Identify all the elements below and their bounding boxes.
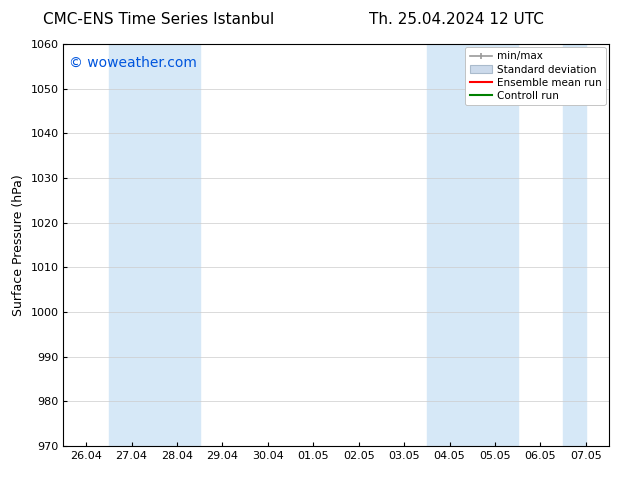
Bar: [427, 44, 518, 446]
Text: © woweather.com: © woweather.com: [69, 56, 197, 70]
Bar: [563, 44, 586, 446]
Text: CMC-ENS Time Series Istanbul: CMC-ENS Time Series Istanbul: [43, 12, 274, 27]
Legend: min/max, Standard deviation, Ensemble mean run, Controll run: min/max, Standard deviation, Ensemble me…: [465, 47, 605, 105]
Y-axis label: Surface Pressure (hPa): Surface Pressure (hPa): [12, 174, 25, 316]
Bar: [109, 44, 200, 446]
Text: Th. 25.04.2024 12 UTC: Th. 25.04.2024 12 UTC: [369, 12, 544, 27]
